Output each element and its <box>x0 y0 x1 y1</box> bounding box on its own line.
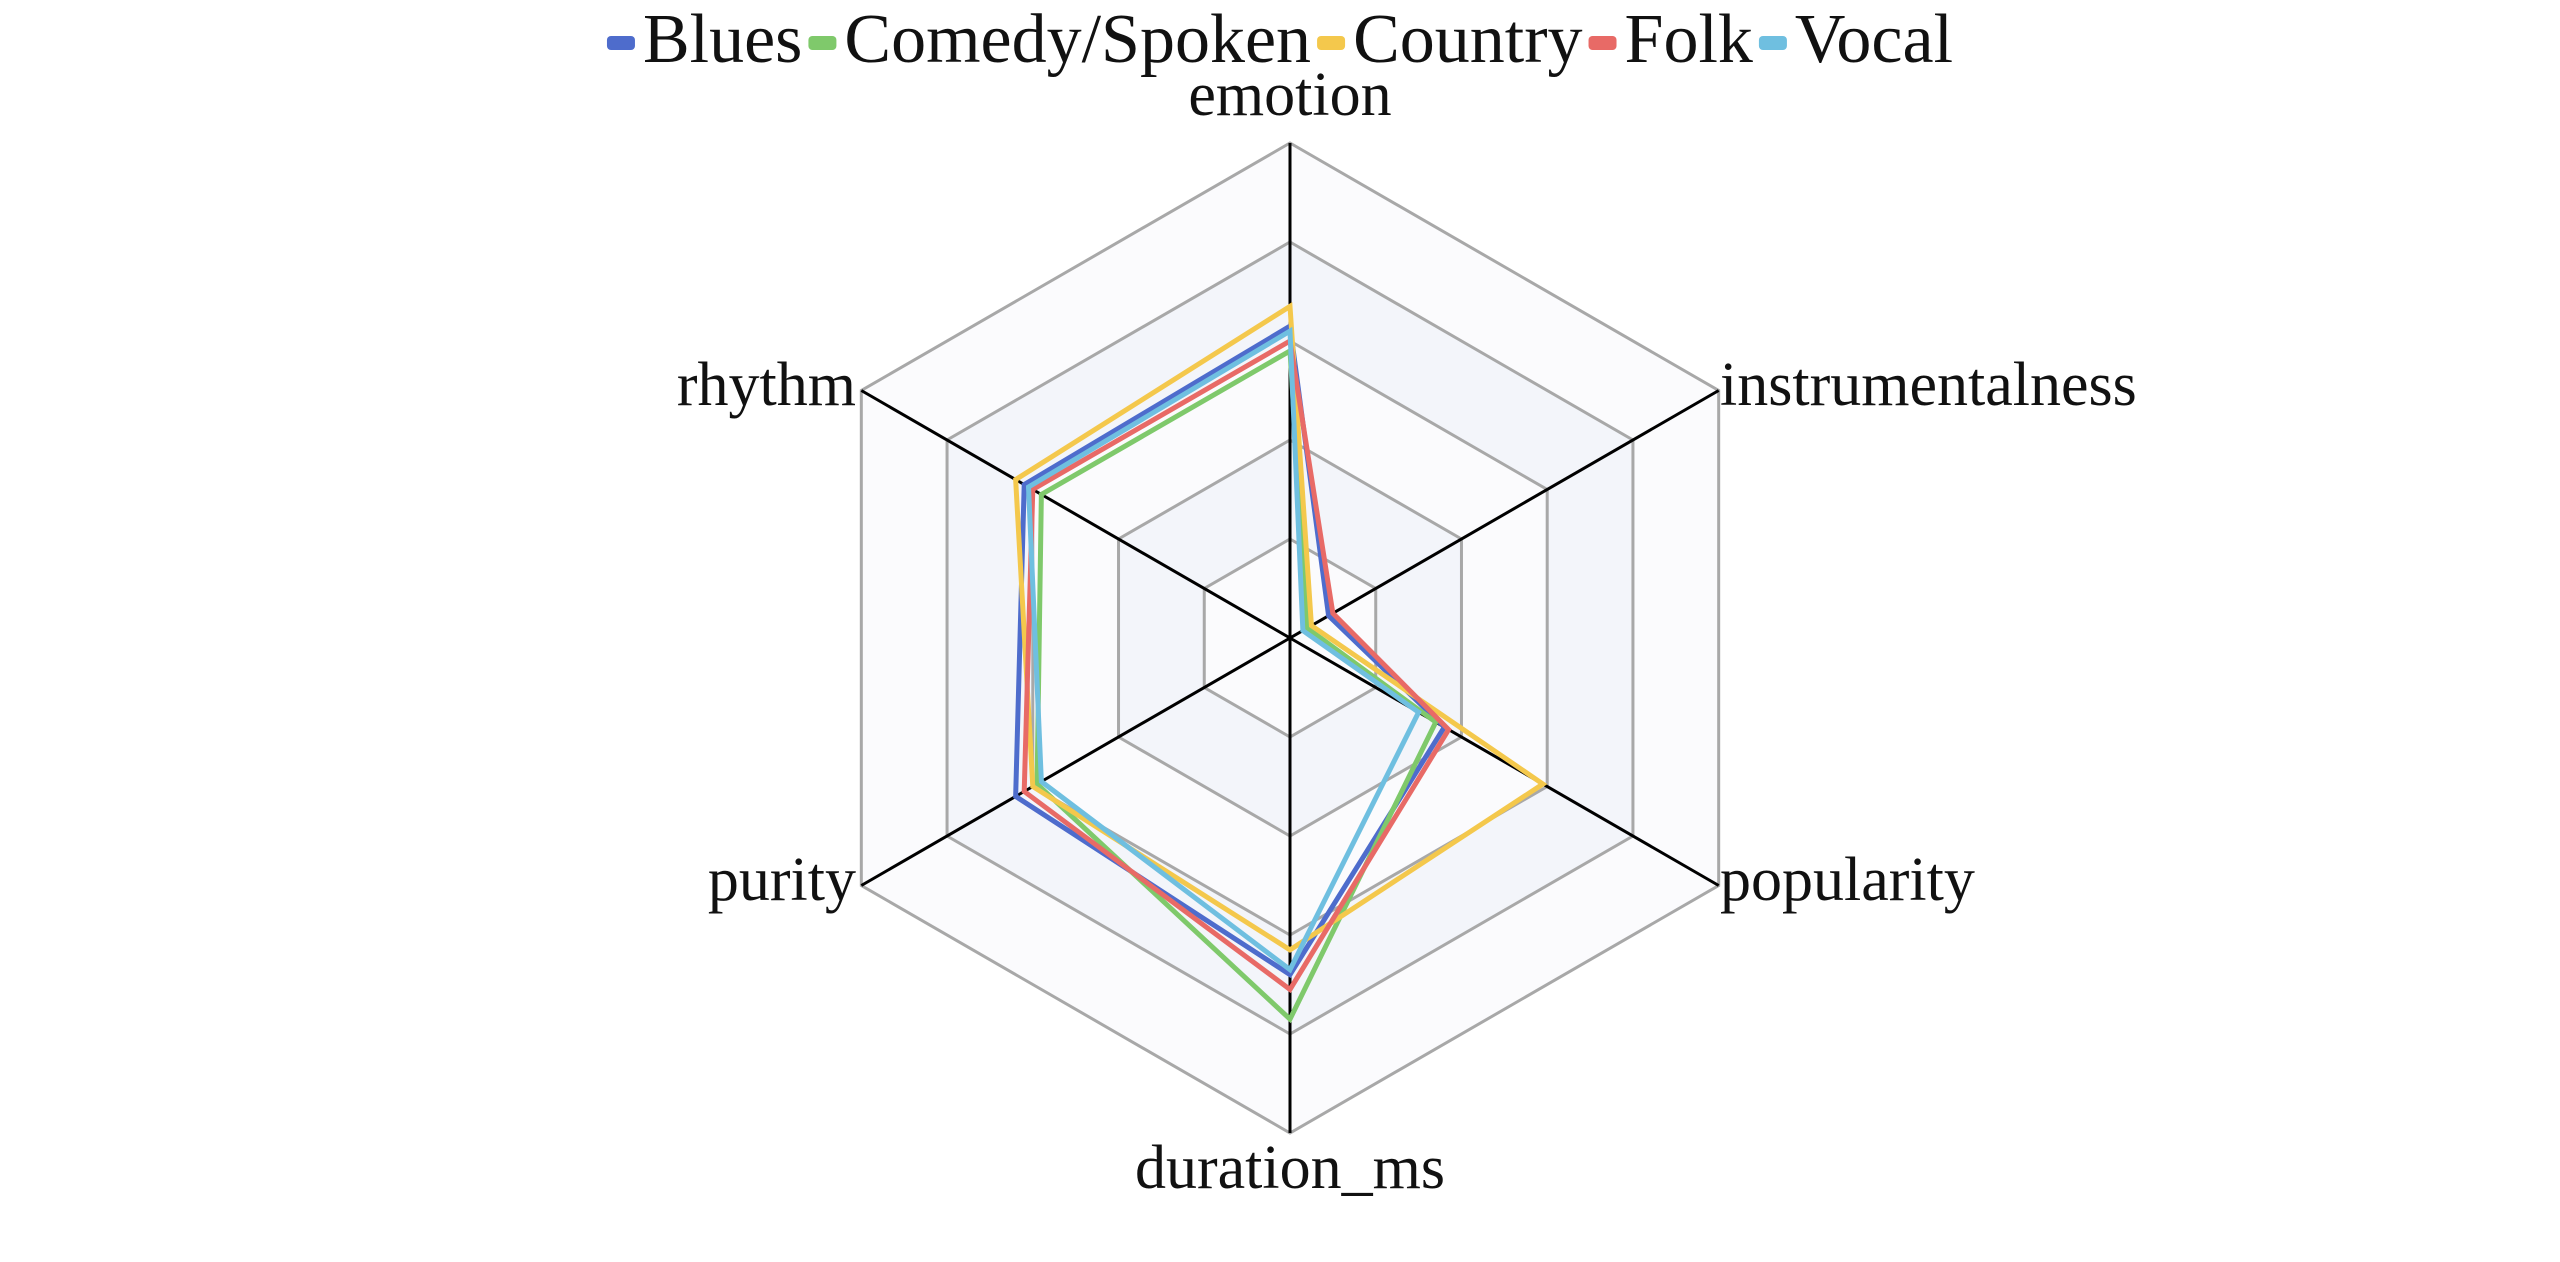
legend-label: Country <box>1353 1 1582 78</box>
radar-spoke <box>1289 636 1720 887</box>
radar-spoke <box>860 389 1291 640</box>
series-line-blues <box>1013 322 1448 979</box>
legend: Blues Comedy/Spoken Country Folk Vocal <box>606 1 1953 78</box>
radar-series <box>1013 301 1548 1024</box>
radar-spoke <box>1289 389 1720 640</box>
series-line-country <box>1013 301 1548 953</box>
axis-label-instrumentalness: instrumentalness <box>1720 351 2137 419</box>
legend-item: Country <box>1317 1 1583 78</box>
legend-label: Comedy/Spoken <box>844 1 1311 78</box>
series-line-vocal <box>1025 326 1422 974</box>
legend-label: Blues <box>643 1 802 78</box>
radar-axis-labels: emotion instrumentalness popularity duratio… <box>677 61 2137 1202</box>
legend-swatch <box>606 36 635 50</box>
axis-label-emotion: emotion <box>1188 61 1391 129</box>
axis-label-rhythm: rhythm <box>677 351 856 419</box>
series-line-comedy-spoken <box>1034 346 1439 1024</box>
legend-swatch <box>1588 36 1617 50</box>
axis-label-popularity: popularity <box>1720 846 1975 914</box>
legend-label: Folk <box>1625 1 1753 78</box>
legend-swatch <box>1758 36 1787 50</box>
axis-label-duration-ms: duration_ms <box>1135 1134 1445 1202</box>
legend-item: Folk <box>1588 1 1753 78</box>
legend-swatch <box>808 36 837 50</box>
legend-swatch <box>1317 36 1346 50</box>
axis-label-purity: purity <box>708 846 856 914</box>
legend-item: Blues <box>606 1 802 78</box>
legend-item: Vocal <box>1758 1 1953 78</box>
legend-item: Comedy/Spoken <box>808 1 1311 78</box>
series-line-folk <box>1021 337 1452 994</box>
radar-spoke <box>860 636 1291 887</box>
legend-label: Vocal <box>1795 1 1953 78</box>
